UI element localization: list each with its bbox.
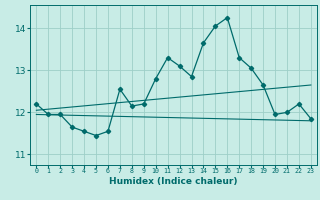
X-axis label: Humidex (Indice chaleur): Humidex (Indice chaleur) — [109, 177, 238, 186]
